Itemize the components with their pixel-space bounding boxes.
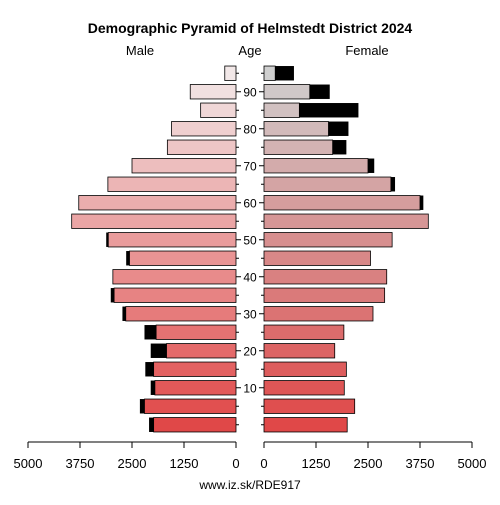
female-bar [263, 102, 300, 118]
female-surplus-bar [309, 84, 330, 99]
female-bar [263, 84, 311, 100]
age-tick-label: 20 [243, 344, 257, 358]
male-bar [154, 380, 237, 396]
male-x-tick-label: 3750 [66, 456, 95, 471]
female-bar [263, 232, 393, 248]
male-surplus-bar [150, 343, 167, 358]
male-bar [125, 306, 237, 322]
female-bar [263, 158, 369, 174]
age-tick-label: 70 [243, 159, 257, 173]
male-label: Male [126, 43, 154, 58]
male-bar [166, 139, 237, 155]
age-label: Age [238, 43, 261, 58]
population-axis: 0 0 1250 1250 2500 2500 3750 3750 5000 5000 [14, 441, 487, 471]
female-bar [263, 343, 336, 359]
female-bar [263, 139, 334, 155]
male-surplus-bar [145, 362, 154, 377]
male-surplus-bar [150, 380, 155, 395]
age-tick-label: 80 [243, 122, 257, 136]
age-tick-label: 60 [243, 196, 257, 210]
female-surplus-bar [332, 140, 347, 155]
female-x-tick-label: 1250 [302, 456, 331, 471]
male-bar [107, 176, 237, 192]
female-surplus-bar [390, 177, 396, 192]
chart-title: Demographic Pyramid of Helmstedt Distric… [88, 20, 413, 36]
male-surplus-bar [106, 232, 109, 247]
source-footer: www.iz.sk/RDE917 [198, 478, 301, 492]
female-bar [263, 176, 392, 192]
age-tick-label: 30 [243, 307, 257, 321]
female-bar [263, 324, 345, 340]
male-bar [166, 343, 237, 359]
female-x-tick-label: 2500 [354, 456, 383, 471]
male-x-tick-label: 5000 [14, 456, 43, 471]
female-bar [263, 398, 356, 414]
female-bar [263, 269, 388, 285]
male-bar [113, 287, 237, 303]
female-surplus-bar [299, 103, 359, 118]
male-x-tick-label: 2500 [118, 456, 147, 471]
female-surplus-bar [328, 121, 349, 136]
female-bar [263, 213, 429, 229]
male-bar [71, 213, 237, 229]
male-bar [153, 361, 237, 377]
male-surplus-bar [149, 417, 154, 432]
male-bar [107, 232, 237, 248]
male-bar [78, 195, 237, 211]
male-bar [200, 102, 237, 118]
female-bar [263, 361, 347, 377]
male-bar [189, 84, 237, 100]
female-bar [263, 417, 348, 433]
age-tick-label: 90 [243, 85, 257, 99]
male-bar [112, 269, 237, 285]
male-bar [155, 324, 237, 340]
male-surplus-bar [122, 306, 126, 321]
male-bar [129, 250, 237, 266]
female-surplus-bar [368, 158, 375, 173]
female-x-tick-label: 5000 [458, 456, 487, 471]
male-bar [153, 417, 237, 433]
male-surplus-bar [126, 251, 130, 266]
female-x-tick-label: 0 [260, 456, 267, 471]
male-bar [131, 158, 237, 174]
male-surplus-bar [144, 325, 157, 340]
female-bars [263, 65, 429, 433]
male-x-tick-label: 0 [232, 456, 239, 471]
male-surplus-bar [139, 399, 145, 414]
age-tick-label: 40 [243, 270, 257, 284]
male-x-tick-label: 1250 [170, 456, 199, 471]
age-tick-label: 50 [243, 233, 257, 247]
male-bar [144, 398, 237, 414]
female-bar [263, 380, 345, 396]
age-axis: 10 20 30 40 50 60 70 80 90 [236, 72, 264, 426]
female-bar [263, 306, 374, 322]
male-bars [71, 65, 237, 433]
female-bar [263, 121, 329, 137]
female-surplus-bar [275, 66, 294, 81]
female-surplus-bar [420, 195, 424, 210]
male-surplus-bar [110, 288, 115, 303]
female-label: Female [345, 43, 388, 58]
female-bar [263, 250, 371, 266]
male-bar [171, 121, 237, 137]
male-bar [224, 65, 237, 81]
female-bar [263, 65, 276, 81]
female-x-tick-label: 3750 [406, 456, 435, 471]
female-bar [263, 287, 386, 303]
age-tick-label: 10 [243, 381, 257, 395]
female-bar [263, 195, 421, 211]
